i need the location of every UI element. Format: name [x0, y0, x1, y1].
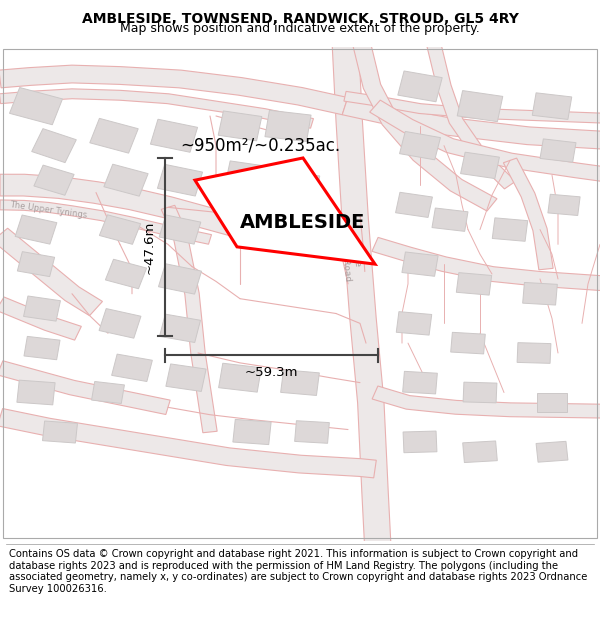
Polygon shape [403, 431, 437, 452]
Polygon shape [457, 91, 503, 122]
Polygon shape [295, 421, 329, 443]
Polygon shape [0, 297, 82, 340]
Polygon shape [548, 194, 580, 216]
Polygon shape [395, 192, 433, 218]
Polygon shape [398, 71, 442, 102]
Text: Cashe
Green Road: Cashe Green Road [337, 227, 363, 282]
Polygon shape [10, 88, 62, 125]
Polygon shape [233, 419, 271, 444]
Polygon shape [540, 139, 576, 162]
Polygon shape [0, 361, 170, 414]
Polygon shape [17, 380, 55, 405]
Text: Map shows position and indicative extent of the property.: Map shows position and indicative extent… [120, 22, 480, 35]
Polygon shape [23, 296, 61, 321]
Text: AMBLESIDE: AMBLESIDE [241, 213, 365, 232]
Polygon shape [218, 111, 262, 141]
Polygon shape [32, 129, 76, 162]
Polygon shape [17, 252, 55, 277]
Polygon shape [532, 93, 572, 119]
Polygon shape [104, 164, 148, 196]
Polygon shape [457, 272, 491, 295]
Polygon shape [432, 208, 468, 231]
Polygon shape [106, 259, 146, 289]
Polygon shape [503, 158, 553, 270]
Polygon shape [151, 119, 197, 152]
Polygon shape [332, 36, 391, 551]
Polygon shape [537, 393, 567, 412]
Polygon shape [344, 91, 600, 123]
Polygon shape [43, 421, 77, 443]
Polygon shape [195, 158, 375, 264]
Polygon shape [372, 238, 600, 291]
Text: ~47.6m: ~47.6m [142, 220, 155, 274]
Polygon shape [92, 381, 124, 404]
Polygon shape [351, 36, 497, 211]
Polygon shape [161, 206, 217, 432]
Polygon shape [425, 36, 515, 189]
Text: ~950m²/~0.235ac.: ~950m²/~0.235ac. [180, 137, 340, 154]
Polygon shape [34, 165, 74, 195]
Polygon shape [166, 364, 206, 391]
Polygon shape [400, 131, 440, 160]
Polygon shape [160, 314, 200, 342]
Polygon shape [112, 354, 152, 381]
Polygon shape [265, 110, 311, 141]
Polygon shape [157, 164, 203, 196]
Polygon shape [99, 309, 141, 338]
Text: ~59.3m: ~59.3m [245, 366, 298, 379]
Polygon shape [225, 161, 267, 189]
Polygon shape [24, 336, 60, 360]
Text: AMBLESIDE, TOWNSEND, RANDWICK, STROUD, GL5 4RY: AMBLESIDE, TOWNSEND, RANDWICK, STROUD, G… [82, 12, 518, 26]
Polygon shape [0, 89, 313, 128]
Polygon shape [280, 172, 320, 198]
Polygon shape [372, 386, 600, 418]
Polygon shape [451, 332, 485, 354]
Polygon shape [0, 228, 103, 316]
Polygon shape [218, 363, 262, 392]
Polygon shape [281, 370, 319, 396]
Polygon shape [370, 100, 600, 182]
Polygon shape [396, 312, 432, 335]
Polygon shape [158, 264, 202, 294]
Polygon shape [342, 98, 600, 149]
Polygon shape [463, 441, 497, 462]
Text: Contains OS data © Crown copyright and database right 2021. This information is : Contains OS data © Crown copyright and d… [9, 549, 587, 594]
Polygon shape [0, 200, 211, 244]
Polygon shape [15, 215, 57, 244]
Text: The Upper Tynings: The Upper Tynings [8, 200, 88, 220]
Polygon shape [100, 215, 140, 244]
Polygon shape [463, 382, 497, 403]
Polygon shape [461, 152, 499, 179]
Polygon shape [536, 441, 568, 462]
Polygon shape [402, 252, 438, 276]
Polygon shape [90, 118, 138, 153]
Polygon shape [0, 65, 348, 115]
Polygon shape [0, 174, 244, 238]
Polygon shape [517, 342, 551, 363]
Polygon shape [492, 218, 528, 241]
Polygon shape [159, 215, 201, 244]
Polygon shape [403, 371, 437, 394]
Polygon shape [0, 409, 376, 478]
Polygon shape [523, 282, 557, 305]
